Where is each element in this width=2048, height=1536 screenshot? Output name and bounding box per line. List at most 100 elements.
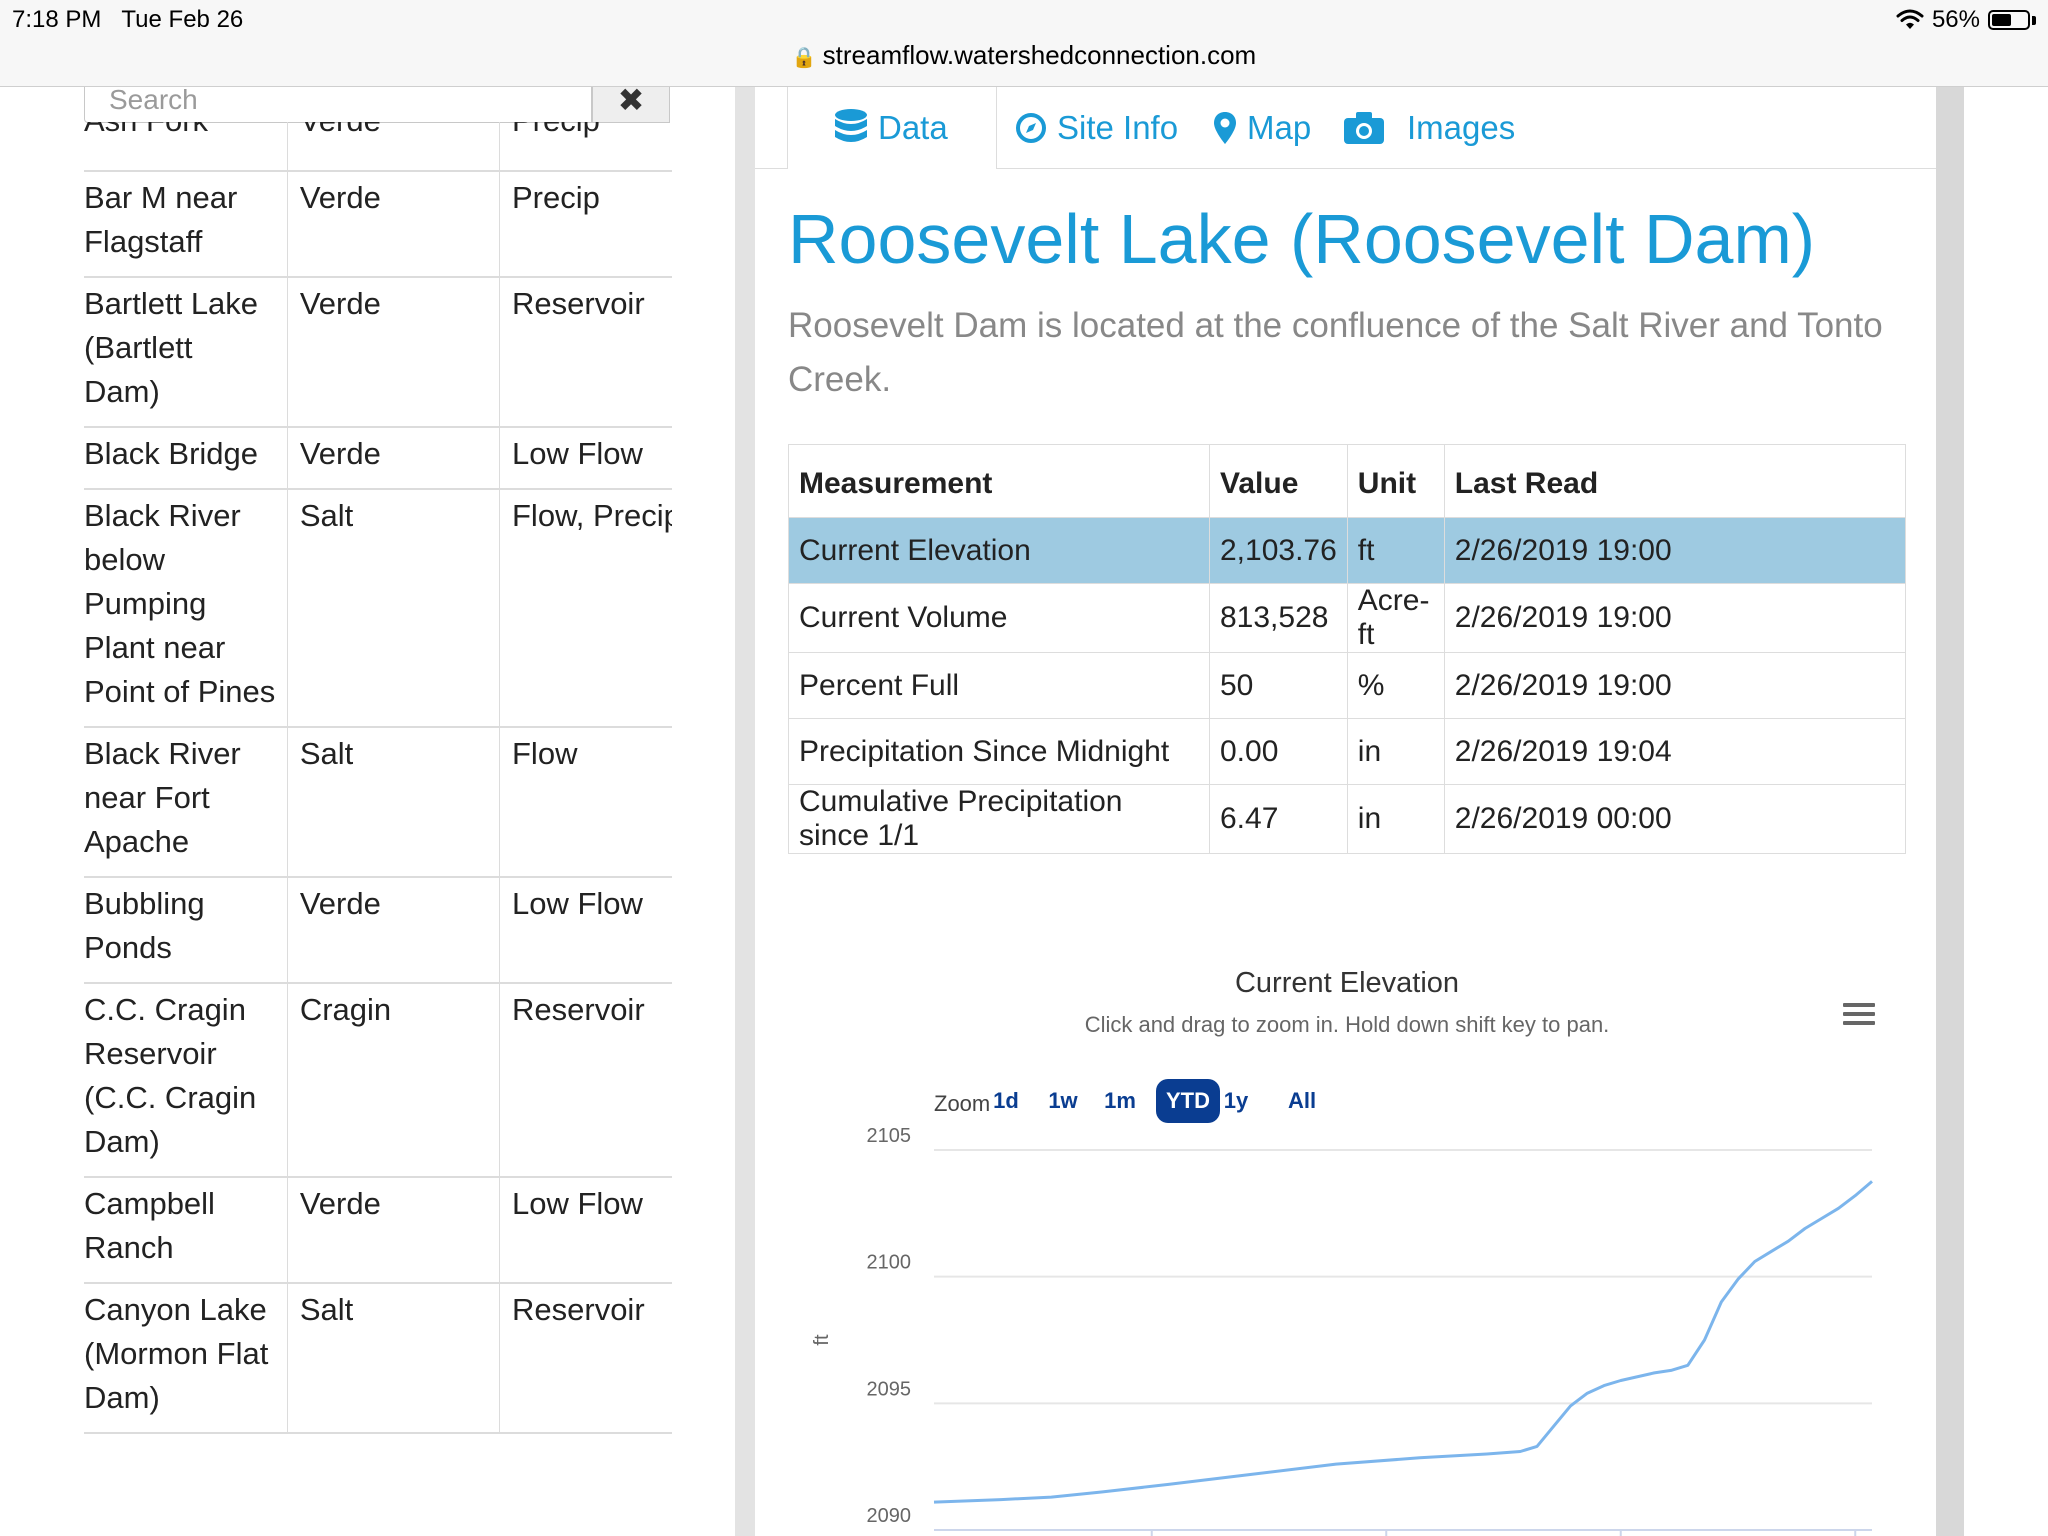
search-input[interactable]: Search: [84, 87, 592, 123]
table-row[interactable]: Bubbling Ponds Verde Low Flow: [84, 877, 672, 984]
close-icon: ✖: [617, 87, 645, 118]
tab-images-label: Images: [1407, 108, 1516, 146]
measurement-value: 50: [1209, 652, 1348, 719]
address-bar[interactable]: 🔒 streamflow.watershedconnection.com: [0, 42, 2048, 87]
site-name[interactable]: Black River below Pumping Plant near Poi…: [84, 489, 288, 728]
table-row[interactable]: Black River below Pumping Plant near Poi…: [84, 489, 672, 728]
tab-map[interactable]: Map: [1213, 87, 1311, 168]
site-name-cell: Ash Fork: [84, 122, 288, 172]
measurement-last-read: 2/26/2019 19:04: [1443, 718, 1907, 785]
site-name[interactable]: Black River near Fort Apache: [84, 727, 288, 878]
table-row[interactable]: C.C. Cragin Reservoir (C.C. Cragin Dam) C…: [84, 983, 672, 1178]
site-name[interactable]: Bar M near Flagstaff: [84, 171, 288, 278]
map-marker-icon: [1214, 111, 1236, 144]
site-basin: Salt: [286, 489, 500, 728]
measurement-row[interactable]: Current Elevation 2,103.76 ft 2/26/2019 19:…: [788, 517, 1907, 584]
search-clear-button[interactable]: ✖: [592, 87, 670, 123]
site-basin: Cragin: [286, 983, 500, 1178]
site-basin: Verde: [286, 171, 500, 278]
status-bar: 7:18 PM Tue Feb 26 56%: [0, 0, 2048, 44]
zoom-button-ytd[interactable]: YTD: [1156, 1079, 1220, 1123]
site-name[interactable]: C.C. Cragin Reservoir (C.C. Cragin Dam): [84, 983, 288, 1178]
table-row[interactable]: Campbell Ranch Verde Low Flow: [84, 1177, 672, 1284]
tab-site-info[interactable]: Site Info: [1015, 87, 1178, 168]
measurement-row[interactable]: Cumulative Precipitation since 1/1 6.47 in…: [788, 784, 1907, 854]
measurement-last-read: 2/26/2019 00:00: [1443, 784, 1907, 854]
tab-bar: Data Site Info Map Images: [755, 87, 1936, 169]
zoom-label: Zoom: [934, 1091, 991, 1116]
measurement-value: 0.00: [1209, 718, 1348, 785]
site-type: Reservoir: [499, 277, 672, 428]
site-basin: Verde: [286, 877, 500, 984]
tab-data[interactable]: Data: [787, 87, 997, 169]
zoom-button-all[interactable]: All: [1287, 1088, 1317, 1113]
measurement-row[interactable]: Percent Full 50% 2/26/2019 19:00: [788, 652, 1907, 719]
zoom-button-1d[interactable]: 1d: [993, 1088, 1019, 1113]
compass-icon: [1016, 112, 1046, 143]
site-basin: Salt: [286, 727, 500, 878]
measurement-unit: in: [1346, 784, 1445, 854]
site-detail-panel: Data Site Info Map Images R: [755, 87, 1936, 1536]
tab-data-label: Data: [878, 109, 948, 146]
site-list-panel: Search ✖ Ash ForkVerdePrecipBar M near F…: [0, 87, 735, 1536]
zoom-button-1w[interactable]: 1w: [1048, 1088, 1078, 1113]
battery-tip: [2032, 15, 2036, 25]
site-name[interactable]: Canyon Lake (Mormon Flat Dam): [84, 1283, 288, 1434]
table-row[interactable]: Black River near Fort Apache Salt Flow: [84, 727, 672, 878]
measurement-unit: Acre-ft: [1346, 583, 1445, 653]
site-type-cell: Precip: [499, 122, 672, 172]
site-name[interactable]: Bartlett Lake (Bartlett Dam): [84, 277, 288, 428]
site-list-table: Ash ForkVerdePrecipBar M near FlagstaffV…: [84, 122, 672, 1434]
table-row[interactable]: Bar M near Flagstaff Verde Precip: [84, 171, 672, 278]
site-name[interactable]: Black Bridge: [84, 427, 288, 490]
tab-map-label: Map: [1247, 108, 1312, 146]
chart-title: Current Elevation: [1234, 967, 1460, 999]
site-type: Precip: [512, 122, 672, 136]
site-type: Low Flow: [499, 1177, 672, 1284]
site-basin: Verde: [286, 277, 500, 428]
y-tick-label: 2095: [867, 1378, 912, 1400]
column-header-last-read: Last Read: [1443, 444, 1907, 518]
panel-divider: [735, 87, 755, 1536]
y-tick-label: 2090: [867, 1505, 912, 1527]
measurement-last-read: 2/26/2019 19:00: [1443, 583, 1907, 653]
cut-cell-wrap: Verde: [300, 122, 499, 162]
battery-level: [1992, 14, 2012, 26]
chart-plot[interactable]: 209020952100210514. Jan28. Jan11. Feb25.…: [788, 967, 1906, 1536]
site-type: Precip: [499, 171, 672, 278]
measurement-name: Current Volume: [788, 583, 1210, 653]
site-description: Roosevelt Dam is located at the confluen…: [788, 306, 1883, 399]
y-axis-label: ft: [811, 1334, 833, 1346]
zoom-button-1m[interactable]: 1m: [1104, 1088, 1136, 1113]
url-text: streamflow.watershedconnection.com: [822, 40, 1257, 70]
site-basin: Verde: [300, 122, 499, 136]
elevation-chart[interactable]: 209020952100210514. Jan28. Jan11. Feb25.…: [788, 967, 1906, 1536]
measurement-unit: in: [1346, 718, 1445, 785]
measurement-name: Precipitation Since Midnight: [788, 718, 1210, 785]
tab-images[interactable]: Images: [1343, 87, 1515, 168]
cut-cell-wrap: Ash Fork: [84, 122, 277, 162]
cut-cell-wrap: Precip: [512, 122, 672, 162]
page-title: Roosevelt Lake (Roosevelt Dam): [788, 200, 1816, 278]
measurement-name: Percent Full: [788, 652, 1210, 719]
measurement-row[interactable]: Precipitation Since Midnight 0.00 in 2/26/2…: [788, 718, 1907, 785]
site-name[interactable]: Campbell Ranch: [84, 1177, 288, 1284]
table-row[interactable]: Black Bridge Verde Low Flow: [84, 427, 672, 490]
site-type: Flow, Precip: [499, 489, 672, 728]
measurement-unit: %: [1346, 652, 1445, 719]
zoom-button-1y[interactable]: 1y: [1223, 1088, 1249, 1113]
site-type: Flow: [499, 727, 672, 878]
table-header-row: Measurement Value Unit Last Read: [788, 444, 1907, 518]
table-row[interactable]: Canyon Lake (Mormon Flat Dam) Salt Reservo…: [84, 1283, 672, 1434]
site-basin-cell: Verde: [286, 122, 500, 172]
measurement-last-read: 2/26/2019 19:00: [1443, 517, 1907, 584]
column-header-value: Value: [1209, 444, 1348, 518]
table-row[interactable]: Bartlett Lake (Bartlett Dam) Verde Reservo…: [84, 277, 672, 428]
table-row[interactable]: Ash Fork Verde Precip: [84, 122, 672, 172]
hamburger-menu-icon[interactable]: [1843, 1003, 1875, 1029]
site-name[interactable]: Bubbling Ponds: [84, 877, 288, 984]
database-icon: [835, 109, 867, 142]
measurement-last-read: 2/26/2019 19:00: [1443, 652, 1907, 719]
clock-time: 7:18 PM: [12, 6, 102, 33]
measurement-row[interactable]: Current Volume 813,528 Acre-ft 2/26/2019 19…: [788, 583, 1907, 653]
